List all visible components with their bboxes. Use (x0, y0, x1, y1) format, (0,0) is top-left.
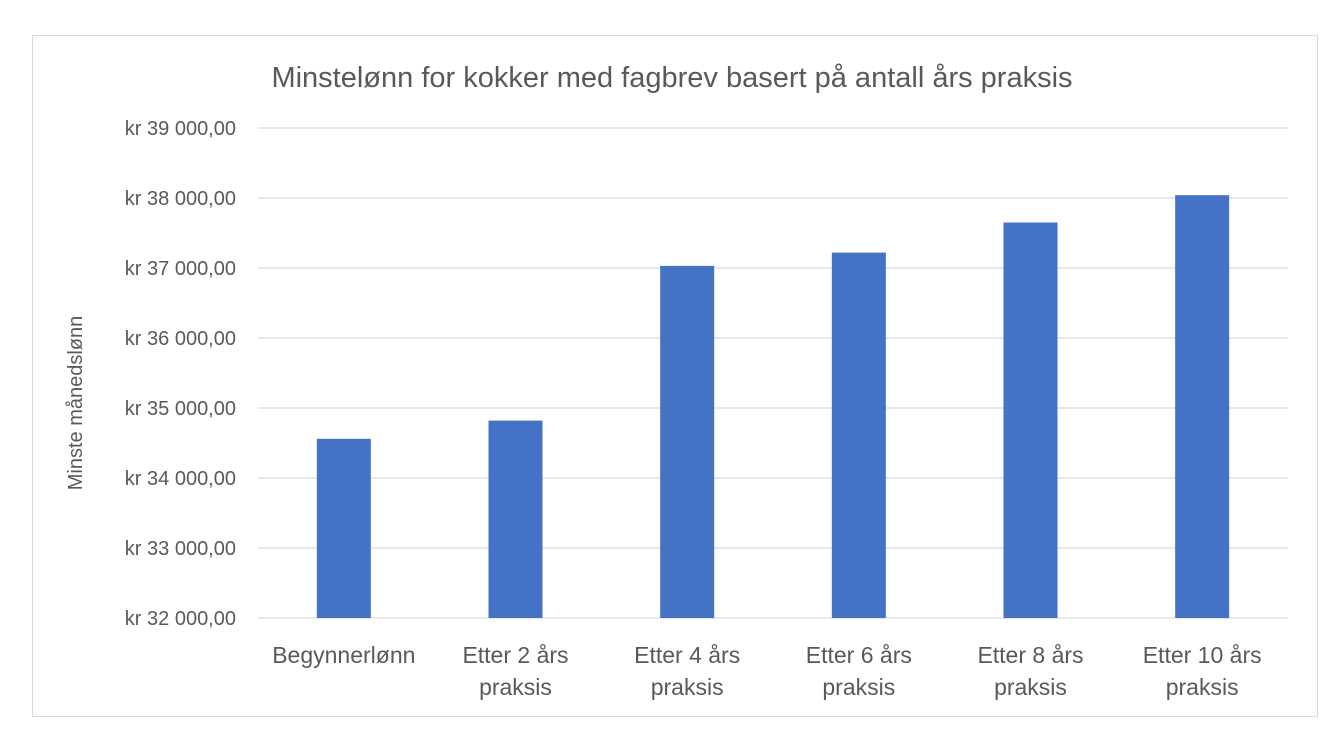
gridlines (258, 127, 1288, 619)
x-tick-label-line: Etter 6 års (806, 642, 912, 668)
x-tick-label-line: praksis (994, 674, 1067, 700)
y-tick-label: kr 32 000,00 (125, 608, 236, 630)
x-tick-label-line: praksis (479, 674, 552, 700)
y-tick-labels: kr 32 000,00 kr 33 000,00 kr 34 000,00 kr 3… (125, 118, 236, 630)
x-tick-label-line: Etter 8 års (977, 642, 1083, 668)
bar (1175, 195, 1230, 618)
bar (831, 252, 886, 618)
y-axis-title: Minste månedslønn (65, 316, 87, 491)
y-tick-label: kr 34 000,00 (125, 468, 236, 490)
bars (316, 195, 1230, 618)
x-tick-label: Etter 4 års praksis (634, 642, 740, 700)
x-tick-label: Etter 8 års praksis (977, 642, 1083, 700)
x-tick-label: Etter 6 års praksis (806, 642, 912, 700)
bar (316, 438, 371, 618)
x-tick-label-line: Begynnerlønn (272, 642, 415, 668)
x-tick-label-line: praksis (651, 674, 724, 700)
x-tick-label: Begynnerlønn (272, 642, 415, 668)
x-tick-label: Etter 10 års praksis (1143, 642, 1262, 700)
x-tick-label-line: praksis (1166, 674, 1239, 700)
y-tick-label: kr 39 000,00 (125, 118, 236, 140)
y-tick-label: kr 38 000,00 (125, 188, 236, 210)
x-tick-label: Etter 2 års praksis (462, 642, 568, 700)
bar (488, 420, 543, 618)
x-tick-label-line: Etter 2 års (462, 642, 568, 668)
x-tick-label-line: Etter 4 års (634, 642, 740, 668)
y-tick-label: kr 35 000,00 (125, 398, 236, 420)
y-tick-label: kr 36 000,00 (125, 328, 236, 350)
bar (1003, 222, 1058, 618)
x-tick-label-line: Etter 10 års (1143, 642, 1262, 668)
chart-title: Minstelønn for kokker med fagbrev basert… (271, 62, 1072, 94)
y-tick-label: kr 33 000,00 (125, 538, 236, 560)
y-tick-label: kr 37 000,00 (125, 258, 236, 280)
bar (660, 265, 715, 618)
x-tick-label-line: praksis (822, 674, 895, 700)
